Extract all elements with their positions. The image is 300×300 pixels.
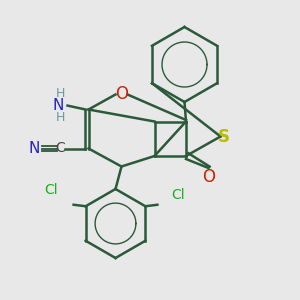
Text: N: N bbox=[29, 141, 40, 156]
Text: O: O bbox=[202, 168, 215, 186]
Text: N: N bbox=[53, 98, 64, 113]
Text: C: C bbox=[55, 142, 65, 155]
Text: Cl: Cl bbox=[44, 184, 58, 197]
Text: H: H bbox=[55, 111, 65, 124]
Text: H: H bbox=[55, 87, 65, 100]
Text: O: O bbox=[115, 85, 128, 103]
Text: S: S bbox=[218, 128, 230, 146]
Text: Cl: Cl bbox=[172, 188, 185, 202]
